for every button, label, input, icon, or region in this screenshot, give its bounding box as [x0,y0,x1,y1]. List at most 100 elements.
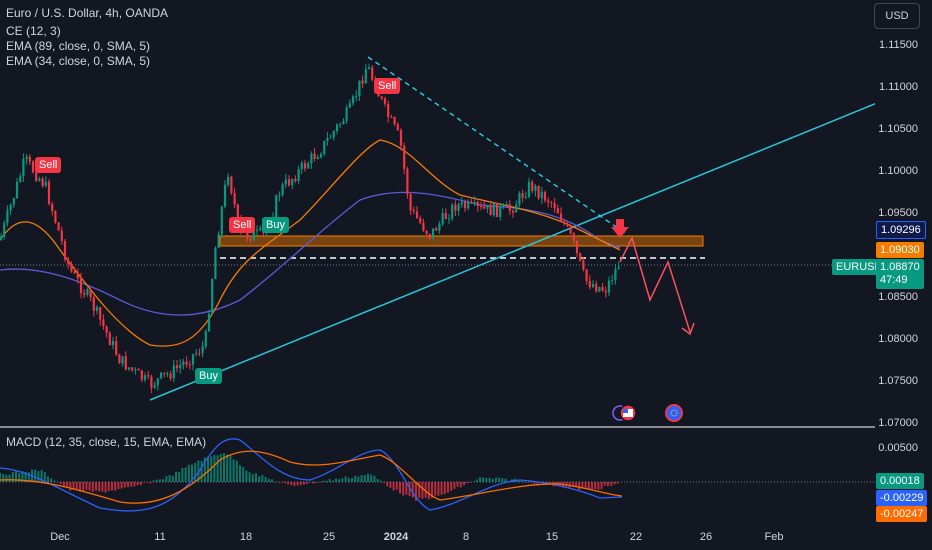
candle-body [547,200,550,203]
macd-histogram-bar [181,468,184,482]
candles-group [0,63,620,394]
candle-body [406,168,409,195]
candle-body [83,293,86,295]
candle-body [348,103,351,108]
macd-histogram-bar [533,482,536,484]
candle-body [483,206,486,209]
macd-histogram-bar [309,481,312,483]
candle-body [543,191,547,201]
candle-body [150,376,153,388]
macd-histogram-bar [290,482,293,486]
macd-histogram-bar [363,475,366,482]
lower-level-label: 1.09030 [876,242,924,258]
macd-histogram-bar [479,477,481,482]
candle-body [300,162,303,170]
price-tick: 1.07000 [878,417,918,429]
time-tick: 8 [462,531,470,543]
macd-histogram-bar [258,475,261,482]
indicator-ce[interactable]: CE (12, 3) [6,24,61,38]
chart-title[interactable]: Euro / U.S. Dollar, 4h, OANDA [6,6,169,20]
macd-histogram-bar [312,482,315,484]
candle-body [38,178,41,181]
macd-histogram-bar [117,482,120,490]
candle-body [73,271,76,274]
candle-body [326,137,329,141]
macd-histogram-bar [402,482,405,496]
candle-body [297,169,300,182]
macd-histogram-bar [488,477,491,482]
price-tick: 1.11000 [879,81,918,93]
candle-body [540,191,543,199]
macd-histogram-bar [2,474,5,482]
price-tick: 1.08000 [878,333,918,345]
candle-body [588,280,591,288]
candle-body [355,95,358,97]
macd-histogram-bar [69,482,72,491]
macd-histogram-bar [175,471,177,482]
candle-body [505,204,508,206]
price-chart[interactable] [0,0,875,550]
candle-body [486,204,489,209]
macd-histogram-bar [459,482,462,488]
candle-body [550,202,553,204]
macd-histogram-bar [127,482,129,488]
macd-histogram-bar [571,482,574,487]
macd-histogram-bar [411,482,414,498]
macd-histogram-bar [264,476,267,482]
macd-histogram-bar [370,474,373,482]
candle-body [47,181,51,204]
currency-button[interactable]: USD [874,3,920,29]
candle-body [460,201,463,205]
candle-body [54,210,57,223]
candle-body [367,67,371,70]
macd-histogram-bar [527,482,529,483]
candle-body [431,228,435,239]
candle-body [22,158,25,177]
candle-body [335,124,339,132]
candle-body [614,269,617,281]
macd-title[interactable]: MACD (12, 35, close, 15, EMA, EMA) [6,435,207,449]
macd-histogram-bar [216,455,219,482]
macd-histogram-bar [203,457,206,482]
macd-histogram-bar [242,466,245,482]
candle-body [492,203,495,216]
macd-histogram-bar [392,482,395,491]
candle-body [51,203,54,211]
candle-body [156,378,159,386]
price-tick: 1.11500 [879,39,918,51]
macd-histogram-bar [8,474,11,482]
candle-body [223,184,227,207]
candle-body [351,96,355,104]
candle-body [563,221,566,224]
upper-level-label: 1.09296 [876,221,926,239]
candle-body [451,204,454,219]
candle-body [364,69,367,84]
macd-histogram-bar [594,482,597,490]
macd-histogram-bar [328,479,331,482]
candle-body [19,176,22,182]
indicator-ema-89[interactable]: EMA (89, close, 0, SMA, 5) [6,39,151,53]
macd-histogram-bar [43,472,46,482]
candle-body [12,198,15,205]
candle-body [134,369,137,371]
candle-body [473,201,476,203]
candle-body [115,341,118,355]
macd-histogram-bar [21,471,24,482]
macd-histogram-bar [11,472,14,482]
indicator-ema-34[interactable]: EMA (34, close, 0, SMA, 5) [6,54,151,68]
macd-histogram-bar [379,480,382,482]
macd-histogram-bar [447,482,449,493]
sell-signal-3: Sell [374,78,401,94]
candle-body [233,193,236,205]
time-tick: Feb [764,531,784,543]
candle-body [236,204,239,218]
macd-histogram-bar [219,454,222,482]
macd-histogram-bar [498,477,501,482]
macd-histogram-bar [136,482,139,486]
macd-histogram-bar [613,482,616,485]
macd-histogram-bar [431,482,433,499]
candle-body [28,156,31,162]
sell-signal-2: Sell [229,217,256,233]
macd-histogram-bar [18,472,21,482]
macd-histogram-bar [101,482,104,492]
